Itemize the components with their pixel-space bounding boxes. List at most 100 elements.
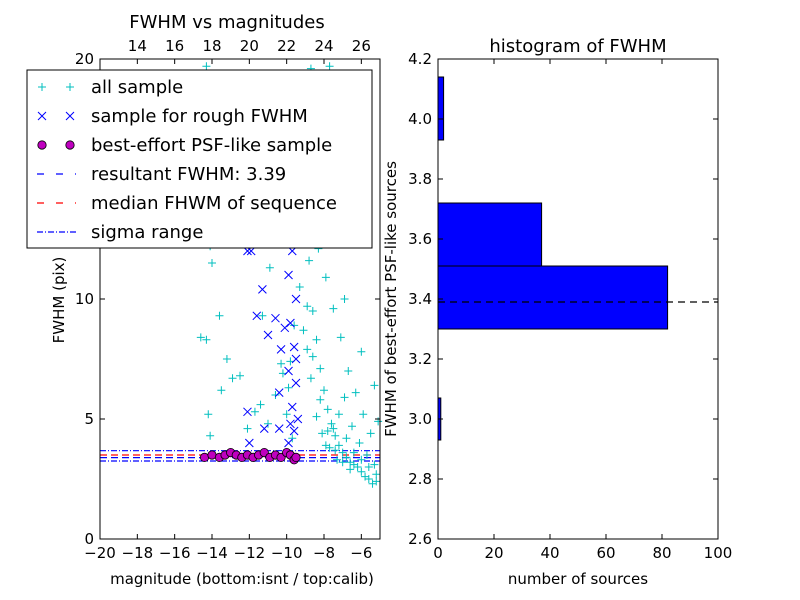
series-1-point-10 <box>244 438 254 448</box>
series-0-point-81 <box>357 347 366 356</box>
hist-y-tick-label-4: 3.4 <box>408 290 432 308</box>
x-tick-label-0: −20 <box>84 544 116 562</box>
series-0-point-6 <box>217 386 226 395</box>
top-tick-label-1: 16 <box>165 37 184 55</box>
hist-x-tick-label-5: 100 <box>704 544 733 562</box>
series-0-point-92 <box>329 424 338 433</box>
legend-label-4: median FHWM of sequence <box>91 193 337 214</box>
x-tick-label-3: −14 <box>196 544 228 562</box>
series-0-point-20 <box>258 311 267 320</box>
series-1-point-3 <box>252 311 262 321</box>
series-1-point-21 <box>289 342 299 352</box>
series-0-point-51 <box>344 367 353 375</box>
scatter-panel: −20 −18 −16 −14 −12 −10 −8 −6 14 16 18 20 22 24 26 0 5 10… <box>26 12 383 588</box>
legend-label-2: best-effort PSF-like sample <box>91 135 332 156</box>
series-0-point-69 <box>306 374 315 383</box>
series-0-point-13 <box>264 419 272 428</box>
series-0-point-88 <box>290 321 299 330</box>
series-1-point-7 <box>280 323 290 333</box>
histogram-panel: 0 20 40 60 80 100 2.6 2.8 3.0 3.2 3.4 3.6 3.8 4.0 4.2 h… <box>382 36 732 588</box>
series-1-point-18 <box>284 270 293 280</box>
series-0-point-50 <box>336 333 345 342</box>
legend-marker-2-0 <box>37 140 47 150</box>
series-1-point-12 <box>284 438 293 448</box>
series-0-point-70 <box>312 412 321 421</box>
series-0-point-74 <box>340 393 349 402</box>
legend-box <box>26 69 373 249</box>
series-2-point-17 <box>291 452 301 462</box>
hist-x-tick-label-2: 40 <box>540 544 559 562</box>
hist-y-tick-label-8: 4.2 <box>408 50 432 68</box>
series-0-point-12 <box>256 400 265 409</box>
series-0-point-43 <box>364 475 373 483</box>
series-0-point-61 <box>316 395 325 404</box>
series-0-point-78 <box>370 460 379 469</box>
series-0-point-22 <box>282 410 291 419</box>
series-0-point-30 <box>316 364 325 373</box>
series-0-point-2 <box>204 410 213 419</box>
series-1-point-19 <box>291 294 301 304</box>
hist-y-tick-label-7: 4.0 <box>408 110 432 128</box>
scatter-x-label: magnitude (bottom:isnt / top:calib) <box>110 570 374 588</box>
series-0-point-19 <box>265 263 274 272</box>
series-0-point-76 <box>355 439 364 447</box>
y-tick-label-0: 0 <box>84 530 94 548</box>
x-tick-label-2: −16 <box>159 544 191 562</box>
legend-label-1: sample for rough FWHM <box>91 106 308 127</box>
hist-x-tick-label-1: 20 <box>484 544 503 562</box>
series-0-point-60 <box>308 352 317 361</box>
series-2 <box>199 447 301 465</box>
hist-y-tick-label-5: 3.6 <box>408 230 432 248</box>
y-tick-label-3: 20 <box>75 50 94 68</box>
top-tick-label-4: 22 <box>277 37 296 55</box>
series-0-point-64 <box>338 458 347 467</box>
y-tick-label-1: 5 <box>84 410 94 428</box>
histogram-bar-3 <box>437 202 543 267</box>
x-tick-label-6: −8 <box>313 544 335 562</box>
histogram-x-label: number of sources <box>508 570 648 588</box>
series-0-point-35 <box>334 441 343 450</box>
hist-x-tick-label-3: 60 <box>596 544 615 562</box>
series-1-point-26 <box>289 426 299 436</box>
series-0-point-93 <box>334 410 343 419</box>
x-tick-label-5: −10 <box>271 544 303 562</box>
top-tick-label-6: 26 <box>352 37 371 55</box>
x-tick-label-1: −18 <box>122 544 154 562</box>
series-0-point-37 <box>342 453 351 462</box>
series-1-point-22 <box>284 366 293 376</box>
series-0-point-68 <box>303 345 312 354</box>
hist-y-tick-label-1: 2.8 <box>408 470 432 488</box>
series-1-point-28 <box>293 414 303 424</box>
series-0-point-3 <box>206 431 215 440</box>
hist-x-tick-label-0: 0 <box>433 544 443 562</box>
histogram-bar-5 <box>437 76 445 141</box>
series-0-point-16 <box>202 62 211 71</box>
y-tick-label-2: 10 <box>75 290 94 308</box>
series-0-point-15 <box>277 359 286 368</box>
series-0-point-77 <box>362 451 371 459</box>
series-0-point-36 <box>338 448 347 457</box>
series-0-point-14 <box>271 391 280 399</box>
series-0-point-96 <box>357 455 366 464</box>
series-0-point-95 <box>349 448 358 457</box>
series-1-point-2 <box>258 285 267 294</box>
histogram-bar-2 <box>437 265 669 330</box>
legend-marker-0-0 <box>38 83 46 91</box>
series-0-point-11 <box>250 407 259 416</box>
series-0-point-54 <box>366 429 375 438</box>
series-0-point-10 <box>243 424 252 433</box>
series-0-point-94 <box>342 434 351 443</box>
top-tick-label-3: 20 <box>240 37 259 55</box>
series-0-point-73 <box>333 455 342 464</box>
series-0-point-27 <box>305 256 314 265</box>
series-0-point-9 <box>236 371 244 380</box>
series-0-point-48 <box>321 273 330 282</box>
series-1-point-23 <box>291 378 301 388</box>
x-tick-label-7: −6 <box>350 544 372 562</box>
series-0-point-23 <box>288 434 297 443</box>
series-0-point-5 <box>215 311 224 320</box>
series-0-point-34 <box>331 431 340 440</box>
scatter-y-label: FWHM (pix) <box>50 257 68 344</box>
legend-marker-0-1 <box>66 83 74 91</box>
